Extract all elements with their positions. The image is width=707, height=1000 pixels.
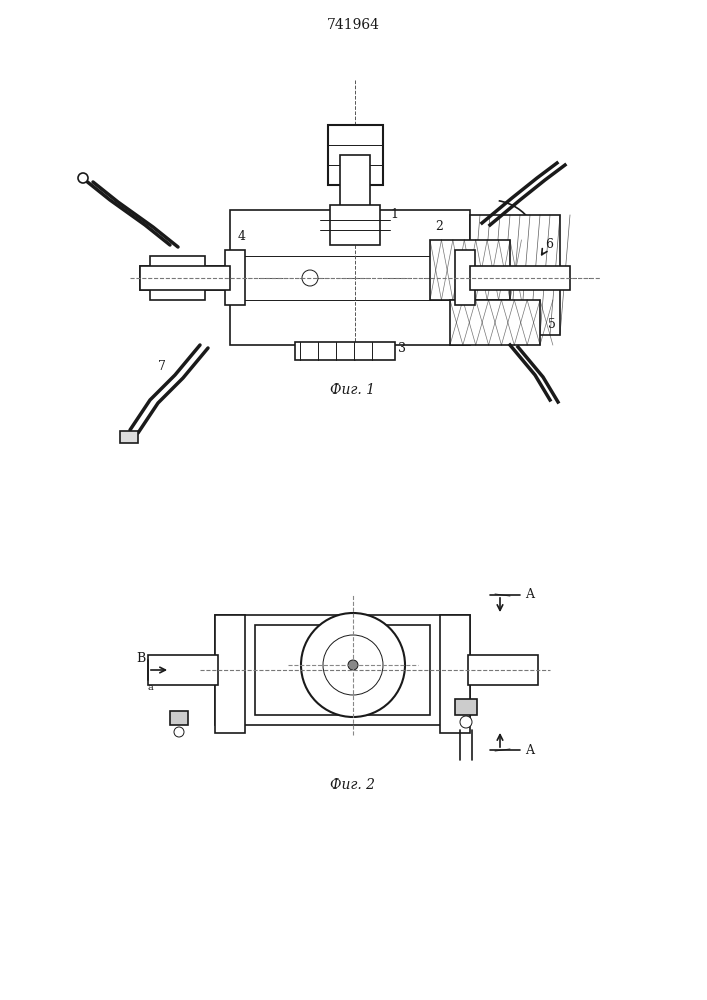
Bar <box>255 625 430 715</box>
Circle shape <box>302 270 318 286</box>
Circle shape <box>323 635 383 695</box>
Bar <box>468 655 538 685</box>
Text: 1: 1 <box>390 208 398 221</box>
Bar <box>150 256 205 300</box>
Circle shape <box>301 613 405 717</box>
Text: B: B <box>136 652 145 664</box>
Bar <box>450 300 540 345</box>
Circle shape <box>348 660 358 670</box>
Bar <box>328 125 383 185</box>
Text: A: A <box>525 588 534 601</box>
Bar <box>455 250 475 305</box>
Text: 6: 6 <box>545 238 553 251</box>
Bar <box>470 266 570 290</box>
Text: 7: 7 <box>158 360 166 373</box>
Bar <box>455 699 477 715</box>
Circle shape <box>174 727 184 737</box>
Text: 741964: 741964 <box>327 18 380 32</box>
Bar <box>120 431 138 443</box>
Text: A: A <box>525 744 534 756</box>
Bar <box>440 615 470 733</box>
Text: a: a <box>148 684 153 692</box>
Bar <box>225 250 245 305</box>
Bar <box>215 615 245 733</box>
Text: Фиг. 2: Фиг. 2 <box>330 778 375 792</box>
Circle shape <box>460 716 472 728</box>
Bar <box>170 711 188 725</box>
Text: Фиг. 1: Фиг. 1 <box>330 383 375 397</box>
Text: 3: 3 <box>398 342 406 355</box>
Bar <box>215 615 470 725</box>
Bar <box>470 215 560 335</box>
Bar <box>230 210 470 345</box>
Text: 2: 2 <box>435 220 443 233</box>
Text: 4: 4 <box>238 230 246 243</box>
Bar <box>148 655 218 685</box>
Bar <box>295 342 395 360</box>
Bar <box>140 266 230 290</box>
Bar <box>330 205 380 245</box>
Circle shape <box>78 173 88 183</box>
Bar <box>140 266 230 290</box>
Text: 5: 5 <box>548 318 556 331</box>
Bar <box>340 155 370 210</box>
Bar <box>430 240 510 300</box>
